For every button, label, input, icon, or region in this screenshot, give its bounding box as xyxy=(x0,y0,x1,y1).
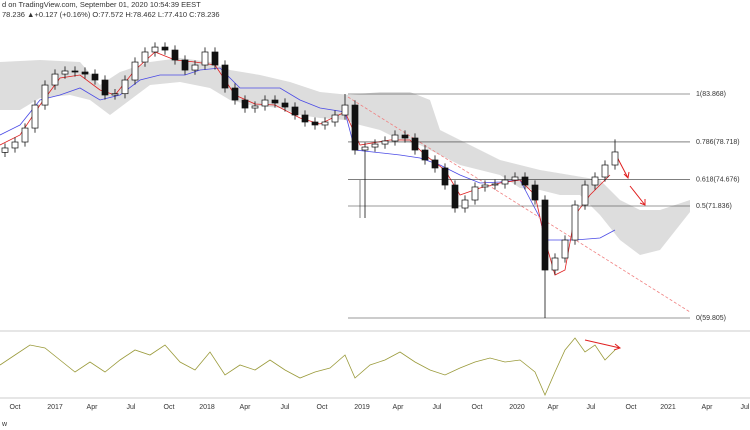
x-axis-label: Jul xyxy=(741,404,750,411)
candle-body xyxy=(411,137,419,151)
x-axis-label: Apr xyxy=(702,404,714,411)
x-axis-label: 2021 xyxy=(660,404,676,411)
candle-body xyxy=(341,104,349,116)
candle-body xyxy=(261,99,269,107)
fib-label: 0.5(71.836) xyxy=(696,203,732,210)
candle-body xyxy=(521,176,529,186)
candle-body xyxy=(401,134,409,139)
candle-body xyxy=(541,199,549,271)
x-axis-label: Jul xyxy=(587,404,596,411)
x-axis-label: Oct xyxy=(10,404,21,411)
header-line1: d on TradingView.com, September 01, 2020… xyxy=(2,0,201,9)
x-axis-label: Jul xyxy=(433,404,442,411)
candle-body xyxy=(461,199,469,209)
header-line2: 78.236 ▲+0.127 (+0.16%) O:77.572 H:78.46… xyxy=(2,10,220,19)
x-axis-label: 2020 xyxy=(509,404,525,411)
candle-body xyxy=(171,49,179,61)
candle-body xyxy=(371,143,379,148)
candle-body xyxy=(531,184,539,201)
candle-body xyxy=(561,239,569,259)
x-axis-label: Jul xyxy=(127,404,136,411)
candle-body xyxy=(361,146,369,151)
candle-body xyxy=(191,64,199,71)
candle-body xyxy=(211,51,219,66)
candle-body xyxy=(61,70,69,75)
candle-body xyxy=(131,61,139,81)
footer-text: w xyxy=(1,421,8,428)
fib-label: 0.786(78.718) xyxy=(696,139,740,146)
candle-body xyxy=(501,179,509,185)
candle-body xyxy=(291,106,299,116)
candle-body xyxy=(311,121,319,126)
candle-body xyxy=(241,99,249,109)
candle-body xyxy=(151,46,159,53)
x-axis-label: 2019 xyxy=(354,404,370,411)
candle-body xyxy=(101,79,109,96)
x-axis-label: Apr xyxy=(393,404,405,411)
candle-body xyxy=(91,73,99,81)
fib-label: 0.618(74.676) xyxy=(696,176,740,183)
candle-body xyxy=(81,71,89,75)
x-axis-label: 2017 xyxy=(47,404,63,411)
candle-body xyxy=(201,51,209,66)
x-axis-label: Apr xyxy=(87,404,99,411)
candle-body xyxy=(571,204,579,241)
candle-body xyxy=(551,257,559,271)
x-axis-label: Apr xyxy=(240,404,252,411)
candle-body xyxy=(221,64,229,89)
candle-body xyxy=(251,105,259,109)
x-axis-label: Oct xyxy=(164,404,175,411)
candle-body xyxy=(321,121,329,126)
candle-body xyxy=(611,151,619,166)
candle-body xyxy=(161,46,169,51)
candle-body xyxy=(351,104,359,151)
candle-body xyxy=(381,140,389,145)
candle-body xyxy=(421,149,429,161)
candle-body xyxy=(601,164,609,178)
fib-label: 1(83.868) xyxy=(696,91,726,98)
candle-body xyxy=(31,104,39,129)
x-axis-label: Oct xyxy=(472,404,483,411)
fib-label: 0(59.805) xyxy=(696,315,726,322)
x-axis-label: Oct xyxy=(317,404,328,411)
candle-body xyxy=(71,70,79,73)
candle-body xyxy=(271,99,279,104)
candle-body xyxy=(431,159,439,169)
candle-body xyxy=(181,59,189,71)
candle-body xyxy=(141,51,149,63)
candle-body xyxy=(581,184,589,206)
x-axis-label: 2018 xyxy=(199,404,215,411)
candle-body xyxy=(491,183,499,186)
candle-body xyxy=(591,176,599,186)
candle-body xyxy=(331,114,339,123)
candle-body xyxy=(11,141,19,149)
candle-body xyxy=(451,184,459,209)
candle-body xyxy=(111,93,119,96)
candle-body xyxy=(481,184,489,188)
candle-body xyxy=(441,167,449,186)
oscillator-line xyxy=(0,337,616,397)
candle-body xyxy=(231,87,239,101)
candle-body xyxy=(41,84,49,106)
candle-body xyxy=(51,73,59,86)
candle-body xyxy=(511,176,519,181)
candle-body xyxy=(281,102,289,108)
x-axis-label: Apr xyxy=(548,404,560,411)
candle-body xyxy=(391,134,399,142)
candle-body xyxy=(301,114,309,123)
candle-body xyxy=(471,186,479,201)
x-axis-label: Jul xyxy=(281,404,290,411)
candle-body xyxy=(121,79,129,95)
candle-body xyxy=(1,147,9,153)
x-axis-label: Oct xyxy=(626,404,637,411)
candle-body xyxy=(21,127,29,143)
trend-line xyxy=(347,96,691,313)
